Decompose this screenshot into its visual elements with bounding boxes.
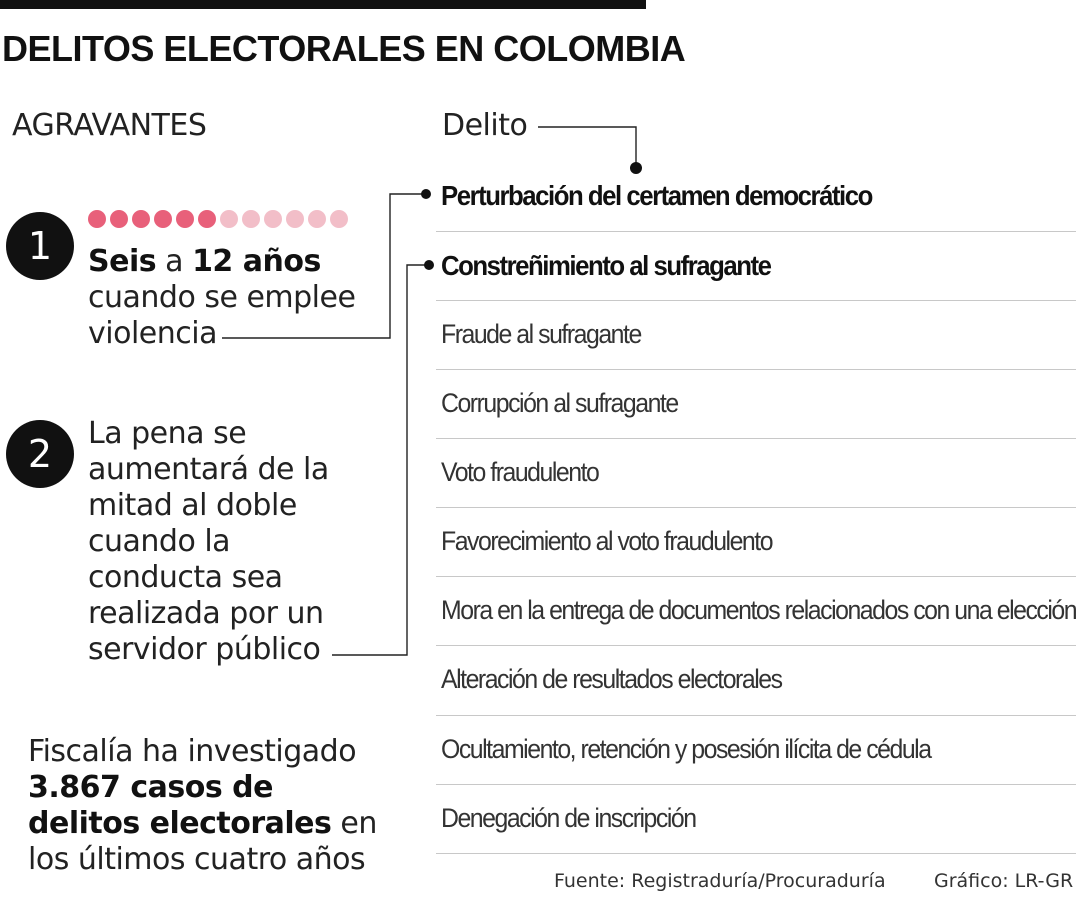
crime-item: Voto fraudulento xyxy=(441,457,600,487)
delito-leader-line xyxy=(538,126,637,168)
stat-bold-crimes: delitos electorales xyxy=(28,806,332,841)
agravante-2-badge: 2 xyxy=(6,420,74,488)
crime-divider xyxy=(436,853,1076,854)
agravante-2-line: La pena se xyxy=(88,416,247,451)
scale-dot-empty xyxy=(264,210,282,228)
crime-1-marker-dot xyxy=(421,189,431,199)
agravante-2-line: servidor público xyxy=(88,632,321,667)
top-bar xyxy=(0,0,646,9)
crime-divider xyxy=(436,369,1076,370)
scale-dot-filled xyxy=(154,210,172,228)
scale-dot-filled xyxy=(88,210,106,228)
stat-line4: los últimos cuatro años xyxy=(28,842,366,877)
crime-item: Ocultamiento, retención y posesión ilíci… xyxy=(441,734,932,764)
crime-divider xyxy=(436,231,1076,232)
agravante-2-line: aumentará de la xyxy=(88,452,329,487)
agravante-2-line: mitad al doble xyxy=(88,488,297,523)
stat-line1: Fiscalía ha investigado xyxy=(28,734,357,769)
page-title: DELITOS ELECTORALES EN COLOMBIA xyxy=(2,28,686,69)
agravante-2-line: realizada por un xyxy=(88,596,324,631)
scale-dot-filled xyxy=(110,210,128,228)
crime-divider xyxy=(436,507,1076,508)
graphic-credit: Gráfico: LR-GR xyxy=(934,870,1074,892)
crime-item: Corrupción al sufragante xyxy=(441,388,679,418)
delito-heading: Delito xyxy=(442,108,528,143)
crime-item: Mora en la entrega de documentos relacio… xyxy=(441,595,1078,625)
scale-dot-filled xyxy=(132,210,150,228)
agravante-1-connector: a xyxy=(156,244,193,279)
crime-divider xyxy=(436,300,1076,301)
agravante-1-leader-line xyxy=(222,193,424,339)
agravante-1-line3: violencia xyxy=(88,316,217,351)
delito-marker-dot xyxy=(630,162,642,174)
agravante-1-number: 1 xyxy=(27,224,53,268)
scale-dot-empty xyxy=(308,210,326,228)
crime-divider xyxy=(436,576,1076,577)
agravante-1-line2: cuando se emplee xyxy=(88,280,356,315)
agravante-2-leader-line xyxy=(332,264,426,656)
agravante-1-line1: Seis a 12 años xyxy=(88,244,355,280)
crime-divider xyxy=(436,438,1076,439)
stat-line3: delitos electorales en xyxy=(28,806,377,842)
stat-line2: 3.867 casos de xyxy=(28,770,377,806)
scale-dot-empty xyxy=(330,210,348,228)
crime-item: Favorecimiento al voto fraudulento xyxy=(441,526,774,556)
crime-divider xyxy=(436,645,1076,646)
agravante-2-line: cuando la xyxy=(88,524,231,559)
agravante-1-bold-max: 12 años xyxy=(192,244,321,279)
scale-dot-empty xyxy=(220,210,238,228)
crime-divider xyxy=(436,715,1076,716)
fiscalia-stat: Fiscalía ha investigado 3.867 casos de d… xyxy=(28,734,377,878)
crime-item: Perturbación del certamen democrático xyxy=(441,179,873,211)
agravantes-heading: AGRAVANTES xyxy=(12,108,207,143)
stat-connector: en xyxy=(331,806,377,841)
stat-bold-count: 3.867 casos de xyxy=(28,770,273,805)
agravante-1-bold-min: Seis xyxy=(88,244,157,279)
crime-item: Constreñimiento al sufragante xyxy=(441,249,772,281)
crime-2-marker-dot xyxy=(424,260,434,270)
scale-dot-filled xyxy=(176,210,194,228)
crime-divider xyxy=(436,784,1076,785)
source-credit: Fuente: Registraduría/Procuraduría xyxy=(554,870,886,892)
scale-dot-filled xyxy=(198,210,216,228)
agravante-2-line: conducta sea xyxy=(88,560,283,595)
agravante-2-number: 2 xyxy=(27,432,53,476)
crime-item: Fraude al sufragante xyxy=(441,319,642,349)
scale-dot-empty xyxy=(286,210,304,228)
crime-item: Denegación de inscripción xyxy=(441,803,697,833)
scale-dot-empty xyxy=(242,210,260,228)
penalty-scale-dots xyxy=(88,210,348,228)
agravante-1-badge: 1 xyxy=(6,212,74,280)
agravante-1-text: Seis a 12 años cuando se emplee violenci… xyxy=(88,244,356,352)
crime-item: Alteración de resultados electorales xyxy=(441,664,783,694)
agravante-2-text: La pena se aumentará de la mitad al dobl… xyxy=(88,416,329,668)
